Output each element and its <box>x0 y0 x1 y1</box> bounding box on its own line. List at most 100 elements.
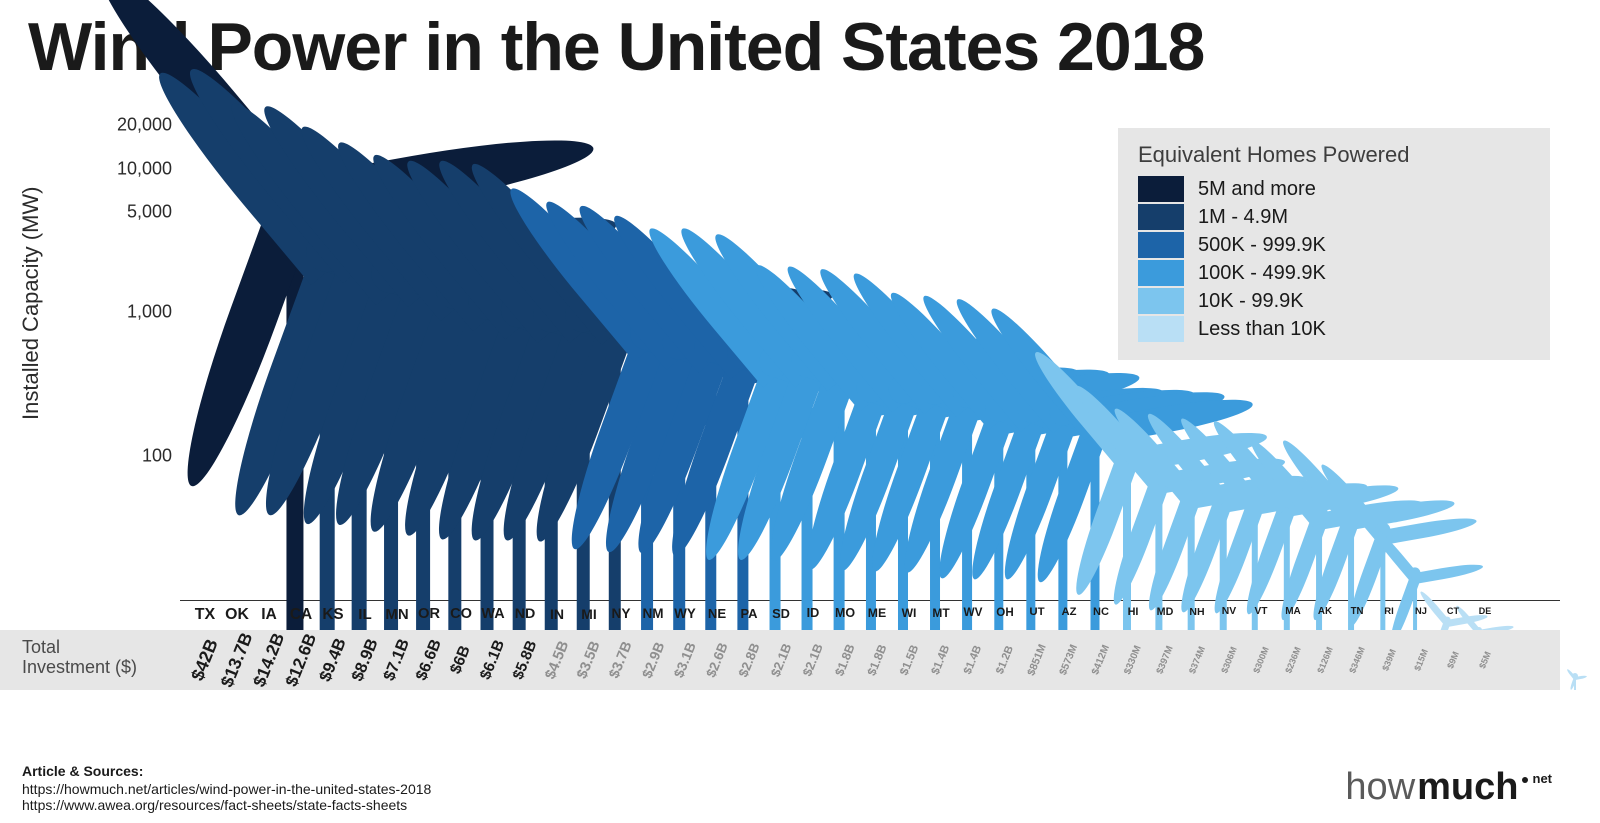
investment-value: $6.1B <box>477 637 509 682</box>
investment-value: $42B <box>187 636 223 684</box>
howmuch-logo: howmuchnet <box>1345 766 1550 809</box>
state-code: ME <box>868 606 886 620</box>
state-code: OH <box>996 606 1013 619</box>
state-code: IL <box>358 606 371 623</box>
investment-value: $412M <box>1090 644 1112 677</box>
investment-value: $374M <box>1187 645 1207 675</box>
investment-value: $5M <box>1477 650 1493 670</box>
state-code: UT <box>1029 606 1044 618</box>
investment-value: $126M <box>1315 645 1335 674</box>
state-code: WY <box>674 606 696 621</box>
investment-value: $39M <box>1380 648 1398 673</box>
state-code: MA <box>1285 606 1301 617</box>
legend-label: 5M and more <box>1198 178 1316 201</box>
state-code: MT <box>932 606 949 620</box>
investment-value: $2.8B <box>735 641 762 679</box>
state-code: CO <box>450 606 472 622</box>
investment-value: $573M <box>1058 643 1080 677</box>
investment-value: $5.8B <box>510 638 541 682</box>
investment-value: $15M <box>1412 648 1430 673</box>
state-code: IN <box>550 606 564 622</box>
investment-value: $1.4B <box>962 644 984 676</box>
state-code: MN <box>385 606 408 623</box>
investment-value: $397M <box>1154 644 1175 675</box>
legend-label: 500K - 999.9K <box>1198 234 1326 257</box>
state-code: TX <box>195 606 215 624</box>
state-code: ND <box>515 606 536 622</box>
investment-value: $1.2B <box>994 644 1016 676</box>
investment-value: $1.8B <box>832 642 857 678</box>
investment-value: $6B <box>447 643 475 677</box>
investment-value: $2.6B <box>703 640 730 679</box>
investment-value: $236M <box>1283 645 1303 674</box>
state-code: CA <box>290 606 312 624</box>
legend-item: Less than 10K <box>1138 316 1530 342</box>
state-code: NJ <box>1415 606 1427 616</box>
state-code: WI <box>902 606 917 620</box>
legend-title: Equivalent Homes Powered <box>1138 142 1530 168</box>
investment-value: $851M <box>1025 643 1048 678</box>
investment-value: $1.4B <box>930 643 953 676</box>
legend: Equivalent Homes Powered 5M and more 1M … <box>1118 128 1550 360</box>
state-code: WA <box>481 606 504 622</box>
state-code: RI <box>1384 606 1393 617</box>
legend-swatch <box>1138 232 1184 258</box>
state-code: PA <box>740 606 757 621</box>
legend-item: 10K - 99.9K <box>1138 288 1530 314</box>
investment-value: $4.5B <box>542 638 573 681</box>
state-code: NV <box>1222 606 1236 617</box>
investment-value: $300M <box>1251 645 1271 674</box>
investment-value: $3.7B <box>606 639 635 681</box>
legend-swatch <box>1138 288 1184 314</box>
legend-swatch <box>1138 204 1184 230</box>
state-code: MD <box>1157 606 1174 618</box>
state-code: WV <box>964 606 983 619</box>
state-code: MI <box>581 606 596 622</box>
state-code: NM <box>642 606 663 621</box>
state-code: SD <box>772 606 790 621</box>
investment-value: $9M <box>1445 650 1461 670</box>
legend-item: 5M and more <box>1138 176 1530 202</box>
state-code: OK <box>225 606 249 624</box>
investment-value: $2.1B <box>768 641 795 679</box>
state-code: MO <box>835 606 855 620</box>
investment-value: $3.5B <box>574 639 603 681</box>
investment-band: TotalInvestment ($) $42B$13.7B$14.2B$12.… <box>0 630 1560 690</box>
y-axis-label: Installed Capacity (MW) <box>18 186 44 420</box>
investment-value: $3.1B <box>671 640 699 680</box>
state-code: AZ <box>1062 606 1077 618</box>
state-code: IA <box>261 606 277 624</box>
state-code: VT <box>1254 606 1267 617</box>
state-code: NC <box>1093 606 1109 618</box>
legend-label: Less than 10K <box>1198 318 1326 341</box>
state-code: KS <box>322 606 343 624</box>
legend-swatch <box>1138 260 1184 286</box>
state-code: DE <box>1479 606 1491 616</box>
state-code: NE <box>708 606 726 621</box>
investment-value: $7.1B <box>380 636 414 683</box>
investment-value: $1.8B <box>864 642 889 677</box>
state-code: NY <box>611 606 630 621</box>
legend-label: 10K - 99.9K <box>1198 290 1304 313</box>
state-code: TN <box>1351 606 1364 617</box>
investment-value: $2.9B <box>639 640 668 681</box>
state-code: HI <box>1128 606 1139 618</box>
state-code: NH <box>1189 606 1204 618</box>
legend-swatch <box>1138 316 1184 342</box>
investment-value: $8.9B <box>347 636 382 685</box>
investment-value: $1.5B <box>897 643 922 678</box>
state-labels-row: TXOKIACAKSILMNORCOWANDINMINYNMWYNEPASDID… <box>90 606 1600 630</box>
state-code: CT <box>1447 606 1459 616</box>
investment-value: $9.4B <box>315 635 350 684</box>
legend-label: 1M - 4.9M <box>1198 206 1288 229</box>
footer-sources: Article & Sources: https://howmuch.net/a… <box>22 763 431 813</box>
legend-swatch <box>1138 176 1184 202</box>
legend-item: 500K - 999.9K <box>1138 232 1530 258</box>
investment-value: $346M <box>1347 645 1367 674</box>
investment-value: $306M <box>1219 645 1239 674</box>
legend-item: 100K - 499.9K <box>1138 260 1530 286</box>
state-code: OR <box>418 606 440 622</box>
page-title: Wind Power in the United States 2018 <box>0 0 1600 86</box>
investment-value: $6.6B <box>412 637 446 684</box>
legend-label: 100K - 499.9K <box>1198 262 1326 285</box>
